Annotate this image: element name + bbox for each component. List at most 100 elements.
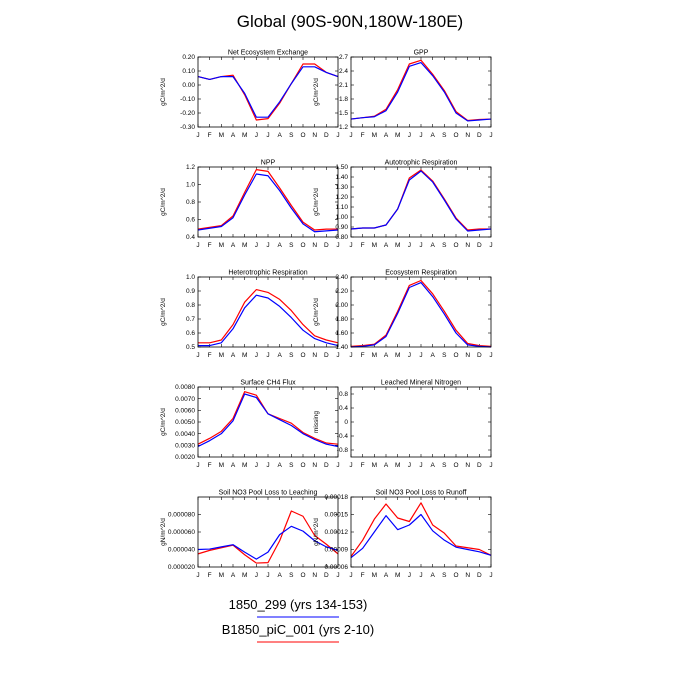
x-tick-label: D [477,242,482,249]
x-tick-label: J [336,352,339,359]
legend-label: 1850_299 (yrs 134-153) [229,597,368,612]
x-tick-label: J [196,572,199,579]
x-tick-label: J [408,132,411,139]
x-tick-label: S [289,132,294,139]
x-tick-label: J [336,572,339,579]
series-line [350,513,492,559]
series-line [197,66,339,118]
x-tick-label: J [408,462,411,469]
y-tick-label: 0.4 [186,234,195,241]
panel-frame [350,276,492,348]
y-tick-label: 0.9 [186,288,195,295]
y-tick-label: 0.8 [186,302,195,309]
y-tick-label: 0.0050 [175,419,195,426]
chart-panel: Leached Mineral Nitrogen missing -0.8 -0.4 0… [313,380,493,470]
x-tick-label: J [255,462,258,469]
y-tick-label: 0.00015 [325,512,349,519]
panel-title: Ecosystem Respiration [385,270,457,277]
y-tick-label: 1.0 [186,182,195,189]
x-tick-label: O [453,572,458,579]
y-tick-label: 0.000020 [168,564,195,571]
y-tick-label: 0 [344,419,348,426]
y-axis-label: gC/m^2/d [160,408,167,436]
panel-title: Leached Mineral Nitrogen [381,380,461,387]
x-tick-label: D [324,242,329,249]
x-tick-label: A [384,572,389,579]
x-tick-label: D [324,132,329,139]
x-tick-label: J [408,352,411,359]
x-tick-label: A [231,132,236,139]
panel-title: Soil NO3 Pool Loss to Runoff [376,490,467,497]
y-axis-label: gC/m^2/d [313,298,320,326]
y-tick-label: 2.7 [339,54,348,61]
x-tick-label: N [312,572,317,579]
series-line [197,393,339,448]
y-tick-label: -0.30 [180,124,195,131]
x-tick-label: A [277,242,282,249]
y-axis-label: gC/m^2/d [313,188,320,216]
y-tick-label: 1.40 [335,344,348,351]
x-tick-label: J [349,462,352,469]
x-tick-label: J [419,462,422,469]
y-tick-label: 1.0 [186,274,195,281]
series-line [198,294,339,347]
x-tick-label: F [361,352,365,359]
chart-panel: Ecosystem Respiration gC/m^2/d 1.40 1.60 1.8… [313,270,493,360]
y-tick-label: 1.20 [335,194,348,201]
y-tick-label: 0.000060 [168,529,195,536]
y-tick-label: 1.80 [335,316,348,323]
x-tick-label: M [395,352,400,359]
panel-frame [350,56,492,128]
panel-title: GPP [414,50,429,57]
y-axis-label: gC/m^2/d [313,78,320,106]
x-tick-label: M [395,462,400,469]
y-axis-label: gN/m^2/d [313,518,320,546]
series-line [198,289,339,344]
x-tick-label: J [349,572,352,579]
y-tick-label: 0.8 [186,199,195,206]
series-line [350,282,492,348]
x-tick-label: D [477,132,482,139]
panel-frame [197,276,339,348]
x-tick-label: N [312,132,317,139]
panel-title: NPP [261,160,276,167]
y-tick-label: 0.00009 [325,547,349,554]
y-tick-label: 1.8 [339,96,348,103]
y-tick-label: 2.4 [339,68,348,75]
x-tick-label: A [231,352,236,359]
x-tick-label: O [300,352,305,359]
x-tick-label: J [255,242,258,249]
x-tick-label: J [349,132,352,139]
x-tick-label: M [395,132,400,139]
x-tick-label: M [372,572,377,579]
x-tick-label: M [219,352,224,359]
x-tick-label: O [300,572,305,579]
x-tick-label: J [408,242,411,249]
x-tick-label: J [336,132,339,139]
x-tick-label: D [477,462,482,469]
x-tick-label: N [312,242,317,249]
chart-panels: Net Ecosystem Exchange gC/m^2/d -0.30 -0.20… [160,50,493,580]
x-tick-label: A [277,352,282,359]
x-tick-label: J [489,242,492,249]
x-tick-label: J [196,242,199,249]
x-tick-label: O [453,132,458,139]
x-tick-label: A [384,462,389,469]
series-line [197,169,338,231]
x-tick-label: D [324,572,329,579]
x-tick-label: A [430,242,435,249]
y-tick-label: 0.4 [339,405,348,412]
panel-frame [197,496,339,568]
x-tick-label: S [289,352,294,359]
y-tick-label: 0.0030 [175,443,195,450]
x-tick-label: J [196,132,199,139]
y-tick-label: 2.00 [335,302,348,309]
x-tick-label: A [277,462,282,469]
x-tick-label: M [242,242,247,249]
y-tick-label: 1.2 [186,164,195,171]
series-line [350,502,492,557]
x-tick-label: J [255,572,258,579]
x-tick-label: M [242,132,247,139]
y-tick-label: 1.30 [335,184,348,191]
